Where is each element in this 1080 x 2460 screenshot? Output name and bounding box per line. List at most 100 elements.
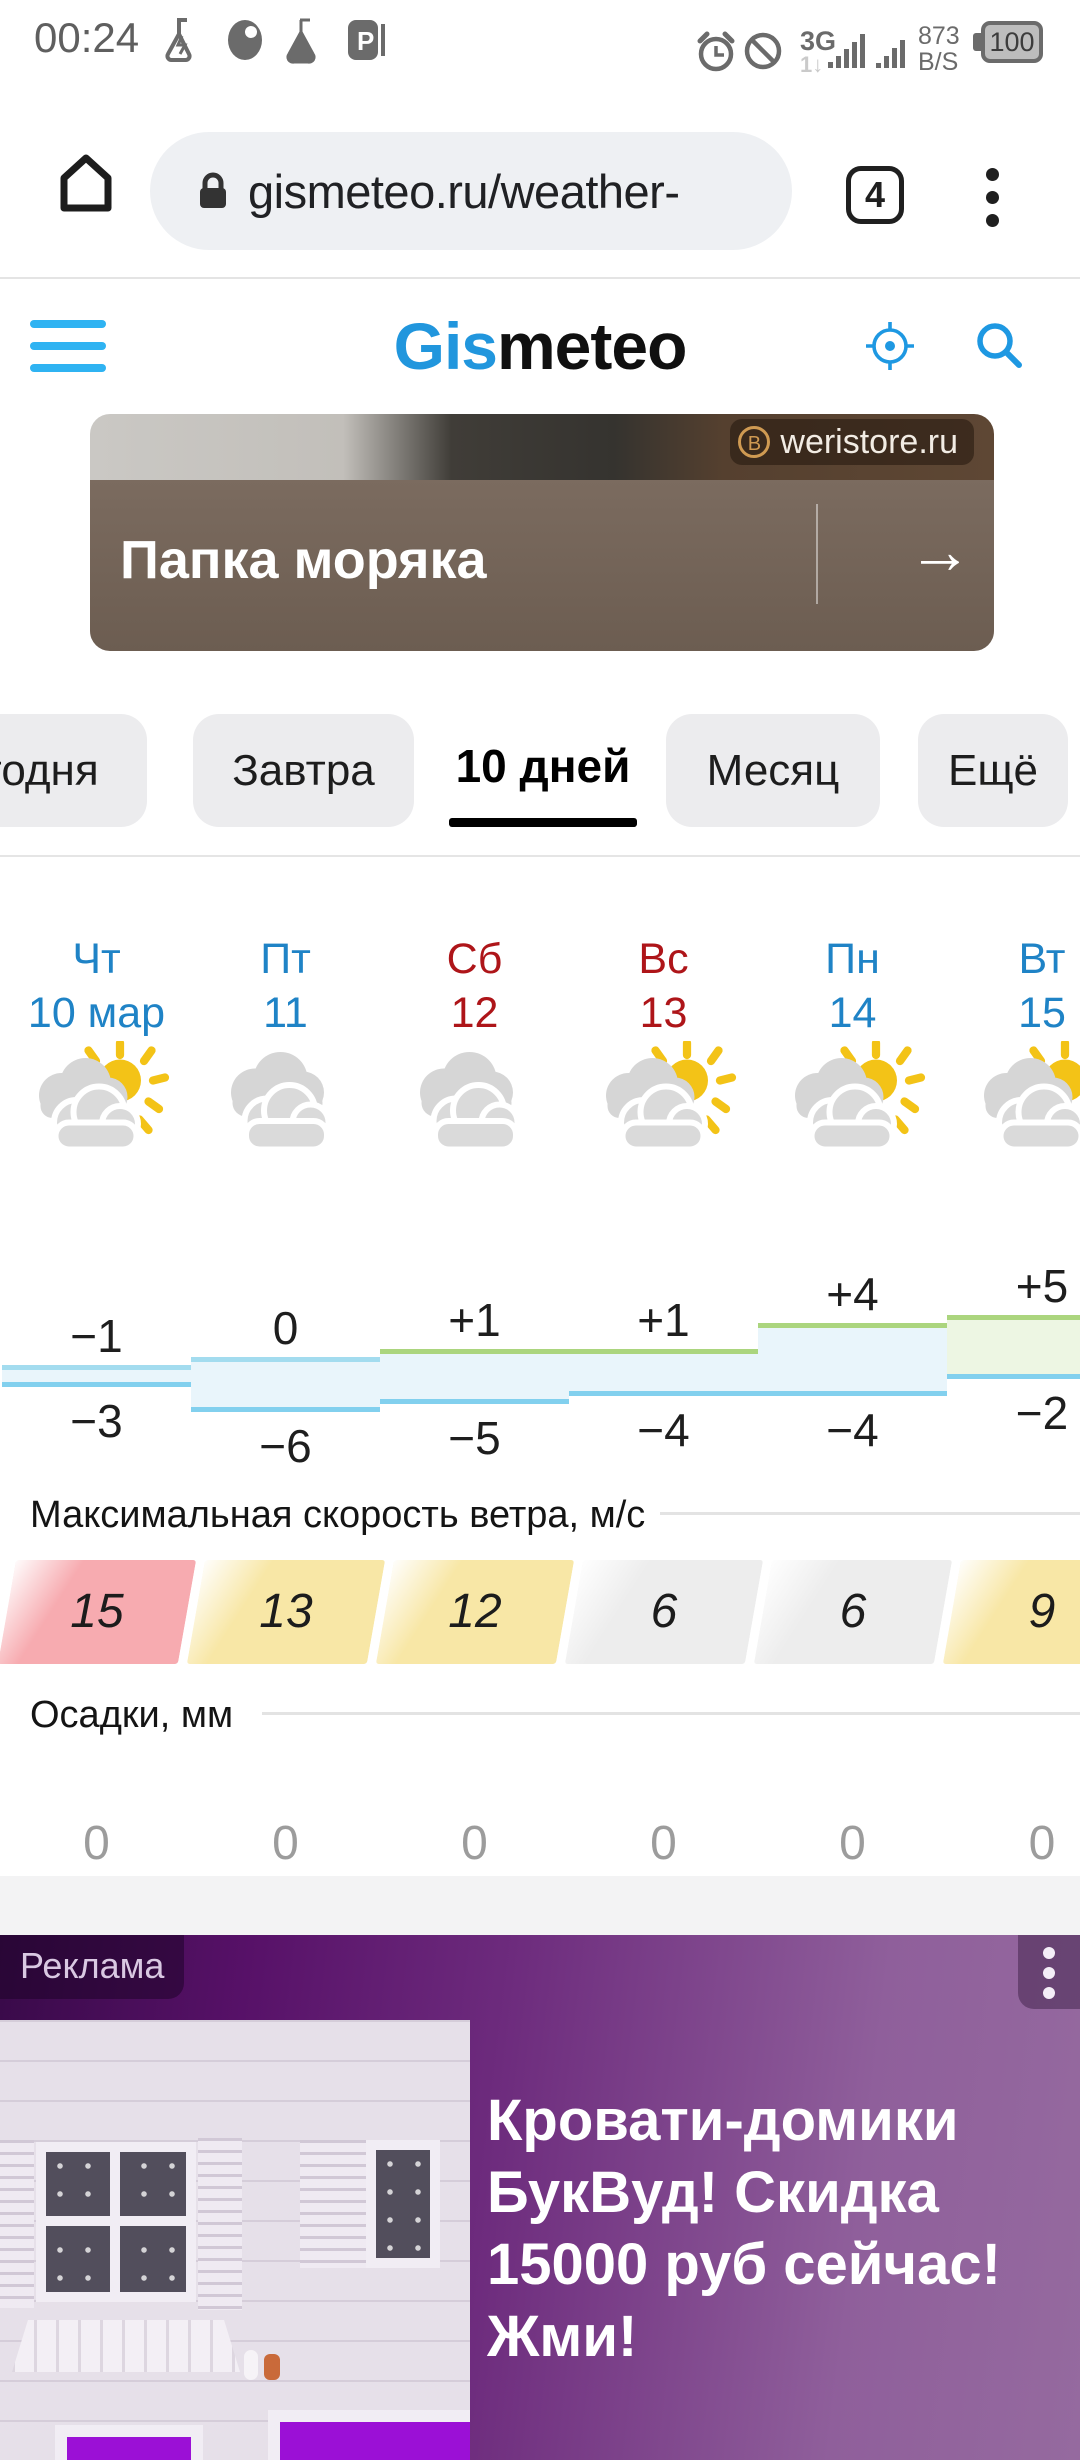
wind-cell: 13 [186,1560,385,1664]
temp-min-line [191,1407,380,1413]
store-domain: weristore.ru [780,422,958,461]
awning [12,2320,240,2372]
top-ad-overlay [90,480,994,651]
temp-band-segment [758,1325,947,1393]
forecast-day-columns: Чт 10 мар Пт 11 Сб 12 Вс 13 [0,905,1080,1185]
site-logo[interactable]: Gismeteo [0,308,1080,384]
toy-bunny [244,2350,258,2380]
ad-line-4: Жми! [487,2304,638,2369]
temp-max-line [569,1348,758,1354]
battery-cap [973,33,981,51]
network-type-label: 3G [800,26,837,56]
url-text: gismeteo.ru/weather- [248,164,680,218]
wind-value: 12 [447,1585,502,1638]
temp-band-segment [569,1350,758,1393]
arrow-right-icon[interactable]: → [908,515,972,587]
geolocation-button[interactable] [864,320,916,372]
day-name: Вс [638,935,689,983]
tab-today[interactable]: годня [0,714,147,827]
top-ad-title: Папка моряка [120,530,487,590]
day-date: 11 [263,989,308,1037]
temp-min-line [380,1399,569,1404]
tab-10-days-label: 10 дней [455,740,631,792]
temp-min-label: −4 [826,1403,879,1456]
temp-min-label: −6 [259,1420,312,1473]
day-date: 15 [1018,989,1066,1037]
cloud-sun-icon [966,1038,1080,1159]
wind-value: 15 [69,1585,124,1638]
day-column-Чт[interactable]: Чт 10 мар [2,905,191,1185]
temp-min-line [569,1390,758,1396]
temp-min-label: −4 [637,1403,690,1456]
day-date: 14 [828,989,877,1037]
wind-cell: 6 [753,1560,952,1664]
url-bar[interactable]: gismeteo.ru/weather- [150,132,792,250]
window2 [366,2140,440,2268]
wind-cell: 9 [942,1560,1080,1664]
purple-opening [268,2410,470,2460]
section-bottom-strip [0,1876,1080,1935]
toy-rooster [264,2354,280,2380]
day-date: 12 [450,989,499,1037]
temp-max-line [758,1323,947,1329]
tab-10-days-active[interactable]: 10 дней [440,714,646,827]
day-column-Вс[interactable]: Вс 13 [569,905,758,1185]
signal-bars-icon-1 [828,34,865,68]
top-ad-banner[interactable]: В weristore.ru Папка моряка → [90,414,994,651]
tab-month[interactable]: Месяц [666,714,880,827]
purple-window [55,2425,203,2460]
tab-today-label: годня [0,746,99,795]
temp-band-segment [191,1359,380,1410]
temp-min-line [758,1390,947,1396]
ad-menu-button[interactable] [1018,1935,1080,2009]
wind-section-label: Максимальная скорость ветра, м/с [30,1494,646,1536]
tab-more[interactable]: Ещё [918,714,1068,827]
bottom-ad-banner[interactable]: Реклама Кровати-домики БукВуд! Скидка 15… [0,1935,1080,2460]
precip-value: 0 [650,1817,677,1870]
day-column-Пн[interactable]: Пн 14 [758,905,947,1185]
precip-row: 0 0 0 0 0 0 [0,1816,1080,1880]
precip-value: 0 [1028,1817,1056,1870]
wind-cell: 6 [564,1560,763,1664]
temp-max-label: +4 [826,1268,879,1321]
temp-max-label: +5 [1015,1260,1069,1312]
lab-flask-notification-icon [165,18,192,62]
top-ad-divider [816,504,818,604]
temp-max-label: 0 [272,1302,299,1354]
browser-menu-button[interactable] [978,158,1006,237]
day-name: Сб [446,935,503,983]
tab-counter-button[interactable]: 4 [846,166,904,224]
top-ad-store-badge: В weristore.ru [730,419,974,465]
ad-line-1: Кровати-домики [487,2088,959,2153]
tab-tomorrow[interactable]: Завтра [193,714,414,827]
signal-bars-icon-2 [876,40,905,68]
tab-month-label: Месяц [706,746,840,795]
temp-max-line [380,1348,569,1354]
alarm-clock-icon [697,31,735,72]
interruption-blocked-icon [744,32,782,70]
search-button[interactable] [972,318,1028,374]
home-button[interactable] [56,148,116,214]
svg-text:P: P [357,26,374,56]
wind-cell: 15 [0,1560,196,1664]
temp-band-segment [947,1317,1080,1376]
day-column-Вт[interactable]: Вт 15 [947,905,1080,1185]
wind-value: 6 [839,1585,866,1638]
precip-value: 0 [83,1817,110,1870]
tabs-divider [0,855,1080,857]
p-app-notification-icon: P [348,20,385,60]
day-column-Сб[interactable]: Сб 12 [380,905,569,1185]
wind-cell: 12 [375,1560,574,1664]
day-column-Пт[interactable]: Пт 11 [191,905,380,1185]
hamburger-menu-button[interactable] [30,320,106,386]
battery-level: 100 [989,27,1035,57]
temp-max-line [191,1357,380,1362]
store-logo-icon: В [738,426,771,458]
pie-circle-notification-icon [228,20,262,60]
network-activity-arrows: 1↓ [800,52,824,77]
day-date: 13 [639,989,688,1037]
wind-value: 6 [650,1585,677,1638]
ad-headline: Кровати-домики БукВуд! Скидка 15000 руб … [487,2085,1067,2373]
precip-section-line [262,1712,1080,1715]
data-rate-value: 873 [918,22,960,50]
